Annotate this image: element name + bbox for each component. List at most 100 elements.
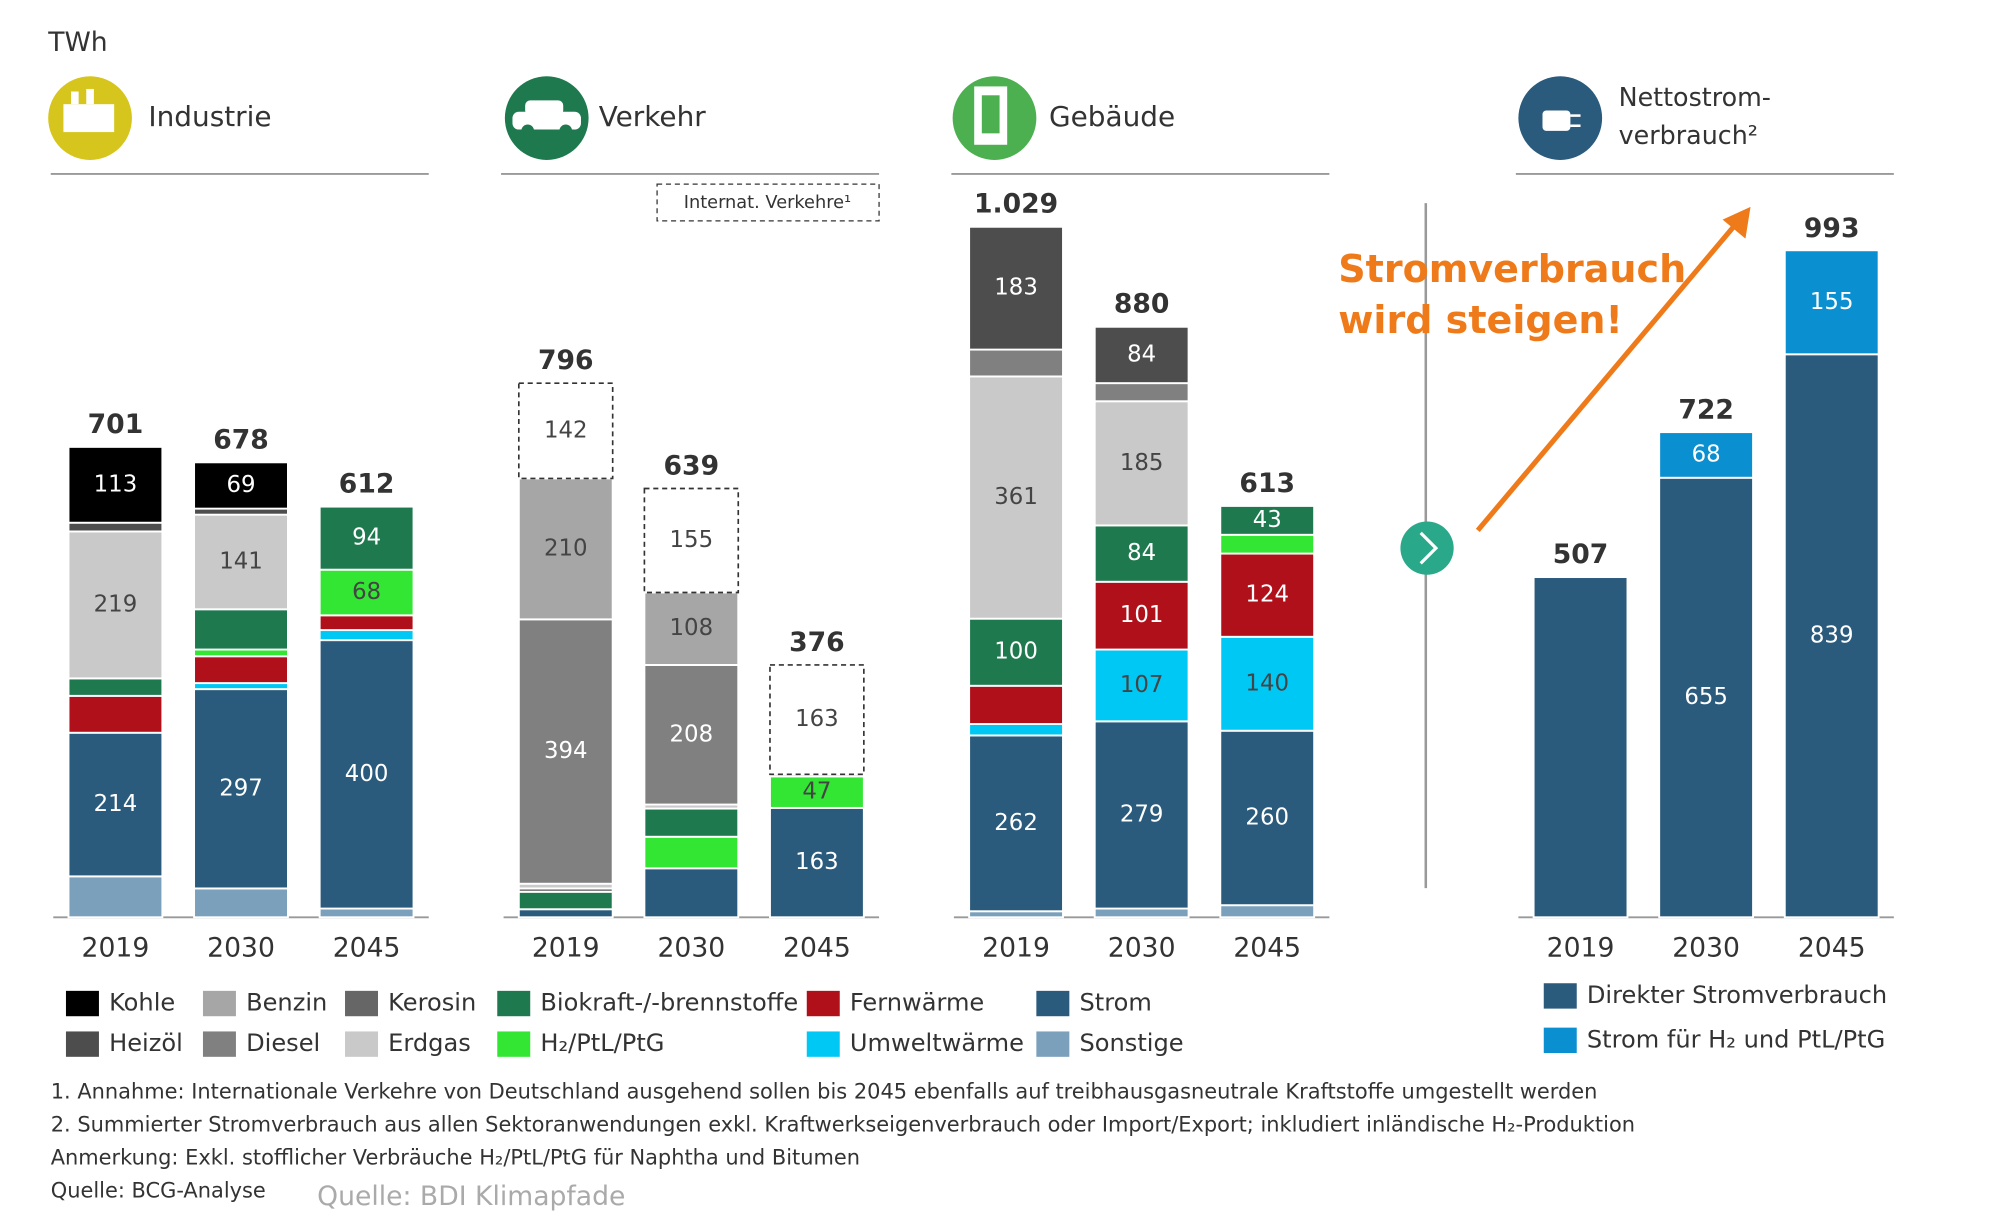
value-label: 163 bbox=[795, 706, 839, 732]
legend-label: Heizöl bbox=[109, 1029, 183, 1057]
panel-title: Nettostrom- bbox=[1619, 82, 1771, 112]
x-tick-label: 2019 bbox=[82, 932, 150, 963]
x-tick-label: 2045 bbox=[1798, 932, 1866, 963]
total-label: 612 bbox=[339, 469, 395, 500]
legend-label: Benzin bbox=[246, 989, 327, 1017]
bar-segment bbox=[643, 487, 740, 594]
value-label: 155 bbox=[670, 527, 714, 553]
bar-segment bbox=[1093, 382, 1190, 403]
legend-label: Umweltwärme bbox=[850, 1029, 1024, 1057]
footnote: 1. Annahme: Internationale Verkehre von … bbox=[51, 1079, 1598, 1103]
annotation: Stromverbrauch bbox=[1338, 247, 1686, 291]
legend-label: Internat. Verkehre¹ bbox=[684, 193, 851, 213]
value-label: 185 bbox=[1120, 450, 1164, 476]
bar-segment bbox=[643, 867, 740, 919]
total-label: 722 bbox=[1678, 395, 1734, 426]
bar-segment bbox=[67, 530, 164, 680]
bar-segment bbox=[769, 775, 865, 809]
icon-gebaeude bbox=[952, 76, 1037, 160]
footnote: Anmerkung: Exkl. stofflicher Verbräuche … bbox=[51, 1145, 860, 1169]
bar-segment bbox=[643, 664, 740, 806]
value-label: 140 bbox=[1245, 670, 1289, 696]
bar-segment bbox=[1093, 648, 1190, 723]
legend-swatch bbox=[1036, 990, 1070, 1017]
value-label: 124 bbox=[1245, 582, 1289, 608]
panel-title: Gebäude bbox=[1049, 100, 1175, 133]
source: Quelle: BCG-Analyse bbox=[51, 1178, 266, 1202]
bar-segment bbox=[517, 477, 614, 621]
panel-title: Industrie bbox=[148, 100, 271, 133]
chevron-button bbox=[1400, 521, 1454, 575]
legend-swatch bbox=[1543, 983, 1577, 1009]
x-tick-label: 2030 bbox=[657, 932, 725, 963]
legend-label: Strom für H₂ und PtL/PtG bbox=[1587, 1025, 1885, 1053]
value-label: 839 bbox=[1810, 622, 1854, 648]
total-label: 880 bbox=[1114, 289, 1170, 320]
legend-swatch bbox=[65, 990, 99, 1017]
icon-verkehr bbox=[504, 76, 589, 160]
total-label: 613 bbox=[1239, 468, 1295, 499]
value-label: 113 bbox=[94, 471, 138, 497]
legend-label: Kerosin bbox=[388, 989, 476, 1017]
legend-swatch bbox=[806, 990, 840, 1017]
legend-swatch bbox=[497, 990, 531, 1017]
value-label: 107 bbox=[1120, 672, 1164, 698]
bar-segment bbox=[193, 648, 289, 658]
value-label: 219 bbox=[94, 591, 138, 617]
value-label: 100 bbox=[994, 639, 1038, 665]
x-tick-label: 2030 bbox=[207, 932, 275, 963]
legend-swatch bbox=[806, 1031, 840, 1057]
value-label: 163 bbox=[795, 849, 839, 875]
legend-label: Direkter Stromverbrauch bbox=[1587, 981, 1887, 1009]
value-label: 94 bbox=[352, 525, 381, 551]
bar-segment bbox=[517, 908, 614, 919]
bar-segment bbox=[1219, 904, 1316, 919]
legend-swatch bbox=[1036, 1031, 1070, 1057]
x-tick-label: 2045 bbox=[783, 932, 851, 963]
bar-segment bbox=[968, 225, 1064, 351]
bar-segment bbox=[517, 382, 614, 480]
bar-segment bbox=[1783, 353, 1880, 919]
chevron bbox=[1419, 531, 1439, 565]
bar-segment bbox=[517, 890, 614, 911]
total-label: 993 bbox=[1804, 213, 1860, 244]
x-tick-label: 2030 bbox=[1108, 932, 1176, 963]
legend-swatch bbox=[345, 990, 379, 1017]
bar-segment bbox=[193, 513, 289, 611]
legend-box bbox=[656, 183, 880, 222]
legend-label: Diesel bbox=[246, 1029, 320, 1057]
bar-segment bbox=[517, 618, 614, 885]
value-label: 68 bbox=[1692, 441, 1721, 467]
bar-segment bbox=[318, 629, 415, 642]
legend-label: Sonstige bbox=[1079, 1029, 1183, 1057]
value-label: 84 bbox=[1127, 540, 1156, 566]
bar-segment bbox=[769, 806, 865, 919]
bar-segment bbox=[1093, 907, 1190, 919]
bar-segment bbox=[1219, 729, 1316, 907]
bar-segment bbox=[193, 461, 289, 510]
legend-swatch bbox=[202, 990, 236, 1017]
bar-segment bbox=[968, 375, 1064, 620]
value-label: 214 bbox=[94, 791, 138, 817]
bar-segment bbox=[968, 348, 1064, 378]
value-label: 101 bbox=[1120, 602, 1164, 628]
value-label: 361 bbox=[994, 484, 1038, 510]
bar-segment bbox=[67, 445, 164, 524]
bar-segment bbox=[1093, 325, 1190, 385]
bar-segment bbox=[67, 677, 164, 697]
legend-swatch bbox=[202, 1031, 236, 1057]
bar-segment bbox=[1658, 476, 1755, 919]
value-label: 279 bbox=[1120, 801, 1164, 827]
legend-label: H₂/PtL/PtG bbox=[540, 1029, 664, 1057]
annotation: wird steigen! bbox=[1338, 298, 1623, 342]
total-label: 639 bbox=[664, 450, 720, 481]
bar-segment bbox=[318, 907, 415, 919]
legend-label: Kohle bbox=[109, 989, 175, 1017]
total-label: 1.029 bbox=[974, 189, 1058, 220]
value-label: 43 bbox=[1253, 507, 1282, 533]
icon-strom bbox=[1518, 76, 1603, 160]
bar-segment bbox=[1093, 524, 1190, 583]
value-label: 108 bbox=[670, 615, 714, 641]
legend-label: Strom bbox=[1079, 989, 1151, 1017]
